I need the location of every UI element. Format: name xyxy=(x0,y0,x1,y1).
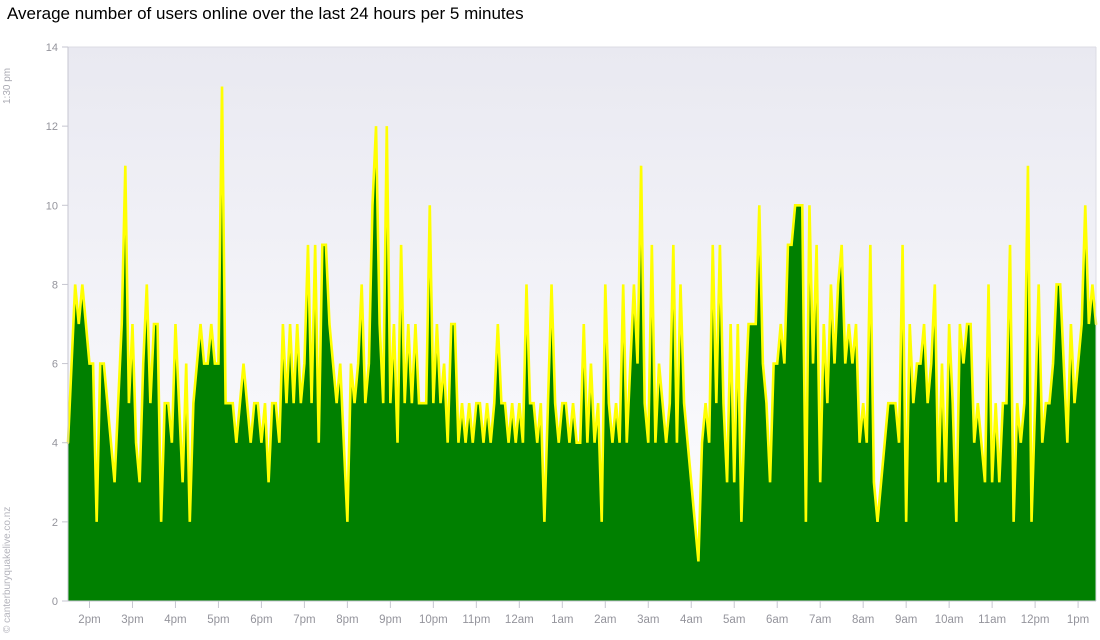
x-axis-label: 5am xyxy=(723,614,745,626)
x-axis-label: 6am xyxy=(766,614,788,626)
x-axis-label: 10am xyxy=(935,614,964,626)
x-axis-label: 7pm xyxy=(293,614,315,626)
x-axis-label: 9pm xyxy=(379,614,401,626)
area-series xyxy=(68,86,1096,601)
y-axis-label: 10 xyxy=(46,200,58,212)
x-axis-label: 9am xyxy=(895,614,917,626)
x-axis-label: 3pm xyxy=(121,614,143,626)
x-axis-label: 11pm xyxy=(462,614,490,626)
y-axis-label: 14 xyxy=(46,42,58,54)
x-axis-label: 2am xyxy=(594,614,616,626)
x-axis-label: 11am xyxy=(978,614,1006,626)
x-axis-label: 10pm xyxy=(419,614,448,626)
x-axis-label: 12am xyxy=(505,614,534,626)
x-axis-label: 4am xyxy=(680,614,702,626)
y-axis-label: 12 xyxy=(46,121,58,133)
y-axis-label: 4 xyxy=(52,438,58,450)
x-axis-label: 1pm xyxy=(1067,614,1089,626)
x-axis-label: 8am xyxy=(852,614,874,626)
y-axis-label: 6 xyxy=(52,359,58,371)
x-axis-label: 12pm xyxy=(1021,614,1050,626)
x-axis-label: 3am xyxy=(637,614,659,626)
x-axis-label: 4pm xyxy=(164,614,186,626)
y-axis-label: 0 xyxy=(52,596,58,608)
y-axis-label: 8 xyxy=(52,279,58,291)
x-axis-label: 1am xyxy=(551,614,573,626)
x-axis-label: 7am xyxy=(809,614,831,626)
x-axis-label: 5pm xyxy=(207,614,229,626)
x-axis-label: 8pm xyxy=(336,614,358,626)
chart-title: Average number of users online over the … xyxy=(7,4,524,23)
y-axis-label: 2 xyxy=(52,517,58,529)
x-axis-label: 6pm xyxy=(250,614,272,626)
x-axis-label: 2pm xyxy=(78,614,100,626)
series-line xyxy=(66,86,1098,562)
